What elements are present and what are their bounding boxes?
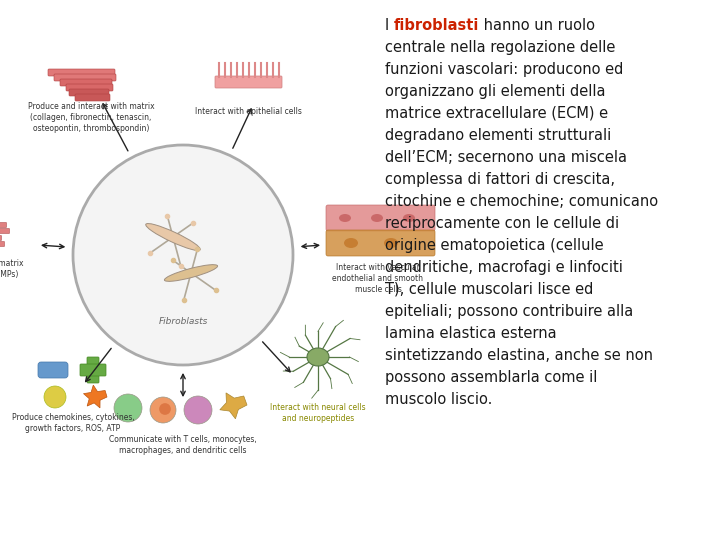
- Text: Communicate with T cells, monocytes,
macrophages, and dendritic cells: Communicate with T cells, monocytes, mac…: [109, 435, 257, 455]
- Ellipse shape: [344, 238, 358, 248]
- Text: citochine e chemochine; comunicano: citochine e chemochine; comunicano: [385, 194, 658, 209]
- Text: Degrade matrix
(MMPs/TIMPs): Degrade matrix (MMPs/TIMPs): [0, 259, 23, 279]
- FancyBboxPatch shape: [75, 94, 110, 101]
- Polygon shape: [84, 385, 107, 408]
- Text: Produce chemokines, cytokines,
growth factors, ROS, ATP: Produce chemokines, cytokines, growth fa…: [12, 413, 135, 433]
- Text: lamina elastica esterna: lamina elastica esterna: [385, 326, 557, 341]
- Circle shape: [44, 386, 66, 408]
- Text: degradano elementi strutturali: degradano elementi strutturali: [385, 128, 611, 143]
- Ellipse shape: [307, 348, 329, 366]
- Text: origine ematopoietica (cellule: origine ematopoietica (cellule: [385, 238, 603, 253]
- FancyBboxPatch shape: [38, 362, 68, 378]
- Text: reciprocamente con le cellule di: reciprocamente con le cellule di: [385, 216, 619, 231]
- Text: complessa di fattori di crescita,: complessa di fattori di crescita,: [385, 172, 615, 187]
- Ellipse shape: [384, 238, 398, 248]
- Text: funzioni vascolari: producono ed: funzioni vascolari: producono ed: [385, 62, 624, 77]
- Text: Interact with neural cells
and neuropeptides: Interact with neural cells and neuropept…: [270, 403, 366, 423]
- Text: Fibroblasts: Fibroblasts: [158, 316, 207, 326]
- Text: centrale nella regolazione delle: centrale nella regolazione delle: [385, 40, 616, 55]
- FancyBboxPatch shape: [69, 89, 109, 96]
- Ellipse shape: [403, 214, 415, 222]
- FancyBboxPatch shape: [326, 230, 435, 256]
- Text: I: I: [385, 18, 394, 33]
- Text: sintetizzando elastina, anche se non: sintetizzando elastina, anche se non: [385, 348, 653, 363]
- FancyBboxPatch shape: [0, 222, 6, 227]
- Text: dendritiche, macrofagi e linfociti: dendritiche, macrofagi e linfociti: [385, 260, 623, 275]
- Text: epiteliali; possono contribuire alla: epiteliali; possono contribuire alla: [385, 304, 634, 319]
- FancyBboxPatch shape: [215, 76, 282, 88]
- Circle shape: [73, 145, 293, 365]
- FancyBboxPatch shape: [48, 69, 115, 76]
- FancyBboxPatch shape: [0, 228, 9, 233]
- Text: dell’ECM; secernono una miscela: dell’ECM; secernono una miscela: [385, 150, 627, 165]
- Circle shape: [114, 394, 142, 422]
- Ellipse shape: [164, 265, 217, 281]
- Text: organizzano gli elementi della: organizzano gli elementi della: [385, 84, 606, 99]
- Text: muscolo liscio.: muscolo liscio.: [385, 392, 492, 407]
- FancyBboxPatch shape: [326, 205, 435, 231]
- FancyBboxPatch shape: [87, 357, 99, 383]
- FancyBboxPatch shape: [60, 79, 112, 86]
- Polygon shape: [220, 393, 247, 419]
- Text: Interact with epithelial cells: Interact with epithelial cells: [194, 107, 302, 116]
- Text: possono assemblarla come il: possono assemblarla come il: [385, 370, 598, 385]
- Text: T), cellule muscolari lisce ed: T), cellule muscolari lisce ed: [385, 282, 593, 297]
- FancyBboxPatch shape: [0, 235, 1, 240]
- FancyBboxPatch shape: [80, 364, 106, 376]
- Circle shape: [159, 403, 171, 415]
- Circle shape: [150, 397, 176, 423]
- Text: hanno un ruolo: hanno un ruolo: [480, 18, 595, 33]
- Circle shape: [184, 396, 212, 424]
- Text: matrice extracellulare (ECM) e: matrice extracellulare (ECM) e: [385, 106, 608, 121]
- FancyBboxPatch shape: [54, 74, 116, 81]
- FancyBboxPatch shape: [66, 84, 113, 91]
- Text: Produce and interact with matrix
(collagen, fibronectin, tenascin,
osteopontin, : Produce and interact with matrix (collag…: [27, 102, 154, 133]
- Ellipse shape: [371, 214, 383, 222]
- Text: Interact with vascular
endothelial and smooth
muscle cells: Interact with vascular endothelial and s…: [333, 263, 423, 294]
- Ellipse shape: [339, 214, 351, 222]
- Text: fibroblasti: fibroblasti: [394, 18, 480, 33]
- Ellipse shape: [145, 224, 200, 251]
- FancyBboxPatch shape: [0, 241, 4, 246]
